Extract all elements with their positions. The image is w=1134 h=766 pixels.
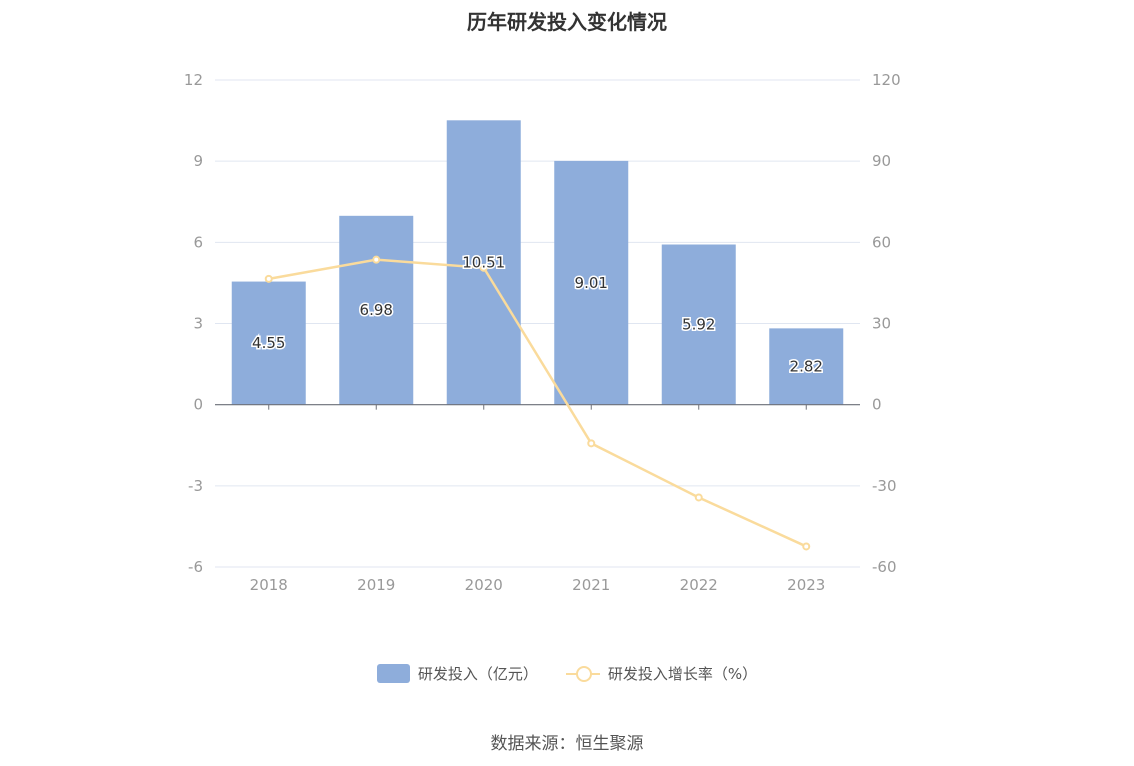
data-labels: 4.55 6.98 10.51 9.01 5.92 2.82: [251, 252, 825, 377]
y-left-tick-label: 9: [193, 152, 203, 170]
bar-series: [231, 120, 844, 405]
line-point: [802, 542, 811, 551]
y-left-tick-label: 3: [193, 315, 203, 333]
bar: [661, 244, 736, 405]
y-left-tick-label: -6: [188, 558, 203, 576]
y-right-tick-label: 90: [872, 152, 891, 170]
bar: [554, 160, 629, 405]
y-right-tick-label: 120: [872, 71, 901, 89]
y-right-tick-label: 0: [872, 396, 882, 414]
line-series: [264, 255, 811, 551]
y-left-tick-label: 12: [184, 71, 203, 89]
bar: [769, 328, 844, 405]
y-left-tick-label: 6: [193, 233, 203, 251]
x-tick-label: 2019: [357, 576, 395, 594]
bar-value-label: 9.01: [575, 274, 608, 292]
y-left-tick-label: -3: [188, 477, 203, 495]
bar: [446, 120, 521, 405]
y-right-tick-label: 30: [872, 315, 891, 333]
legend-item-line[interactable]: 研发投入增长率（%）: [565, 663, 758, 684]
bar-value-label: 6.98: [360, 301, 393, 319]
x-tick-label: 2021: [572, 576, 610, 594]
x-tick-label: 2022: [680, 576, 718, 594]
legend-item-bar[interactable]: 研发投入（亿元）: [376, 663, 538, 684]
line-point: [479, 263, 488, 272]
bar-value-label: 10.51: [462, 253, 505, 271]
y-left-tick-label: 0: [193, 396, 203, 414]
bar-value-label: 4.55: [252, 334, 285, 352]
legend-bar-swatch: [376, 664, 410, 683]
chart-title: 历年研发投入变化情况: [467, 10, 667, 34]
x-axis: 2018 2019 2020 2021 2022 2023: [215, 404, 860, 594]
x-tick-label: 2018: [250, 576, 288, 594]
line-point: [694, 493, 703, 502]
legend-label-bar: 研发投入（亿元）: [417, 665, 538, 683]
x-tick-label: 2023: [787, 576, 825, 594]
line-path: [268, 258, 807, 548]
bar-value-label: 2.82: [790, 358, 823, 376]
line-point: [372, 255, 381, 264]
legend-label-line: 研发投入增长率（%）: [607, 665, 758, 683]
line-point: [264, 274, 273, 283]
x-tick-label: 2020: [465, 576, 503, 594]
legend-line-swatch: [565, 664, 600, 683]
y-right-tick-label: 60: [872, 233, 891, 251]
y-right-tick-label: -60: [872, 558, 897, 576]
bar-value-label: 5.92: [682, 316, 715, 334]
legend: 研发投入（亿元） 研发投入增长率（%）: [0, 663, 1134, 684]
source-note: 数据来源：恒生聚源: [490, 734, 644, 754]
bar: [339, 215, 414, 405]
bar: [231, 281, 306, 405]
y-right-tick-label: -30: [872, 477, 897, 495]
line-point: [587, 439, 596, 448]
